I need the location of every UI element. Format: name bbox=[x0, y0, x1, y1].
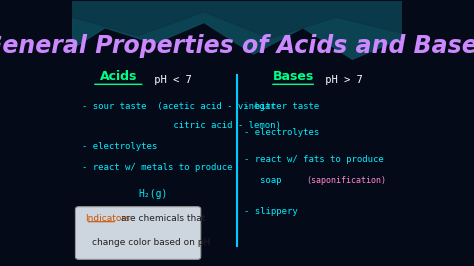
Text: change color based on pH: change color based on pH bbox=[92, 238, 210, 247]
Text: Indicators: Indicators bbox=[85, 214, 130, 223]
Text: - bitter taste: - bitter taste bbox=[244, 102, 319, 111]
Text: - react w/ metals to produce: - react w/ metals to produce bbox=[82, 163, 233, 172]
Text: H₂(g): H₂(g) bbox=[138, 189, 167, 198]
Text: Acids: Acids bbox=[100, 70, 137, 83]
Polygon shape bbox=[72, 1, 402, 59]
Text: (saponification): (saponification) bbox=[306, 176, 386, 185]
Text: citric acid - lemon): citric acid - lemon) bbox=[82, 120, 281, 130]
Text: are chemicals that: are chemicals that bbox=[121, 214, 205, 223]
Text: - sour taste  (acetic acid - vinegar: - sour taste (acetic acid - vinegar bbox=[82, 102, 275, 111]
Text: - electrolytes: - electrolytes bbox=[82, 142, 157, 151]
Text: soap: soap bbox=[260, 176, 287, 185]
Polygon shape bbox=[72, 1, 402, 38]
Text: pH < 7: pH < 7 bbox=[148, 75, 191, 85]
Text: - electrolytes: - electrolytes bbox=[244, 128, 319, 138]
Text: General Properties of Acids and Bases: General Properties of Acids and Bases bbox=[0, 34, 474, 58]
Text: Bases: Bases bbox=[273, 70, 314, 83]
FancyBboxPatch shape bbox=[75, 207, 201, 259]
Text: pH > 7: pH > 7 bbox=[319, 75, 363, 85]
Text: - react w/ fats to produce: - react w/ fats to produce bbox=[244, 155, 383, 164]
Text: - slippery: - slippery bbox=[244, 207, 297, 217]
